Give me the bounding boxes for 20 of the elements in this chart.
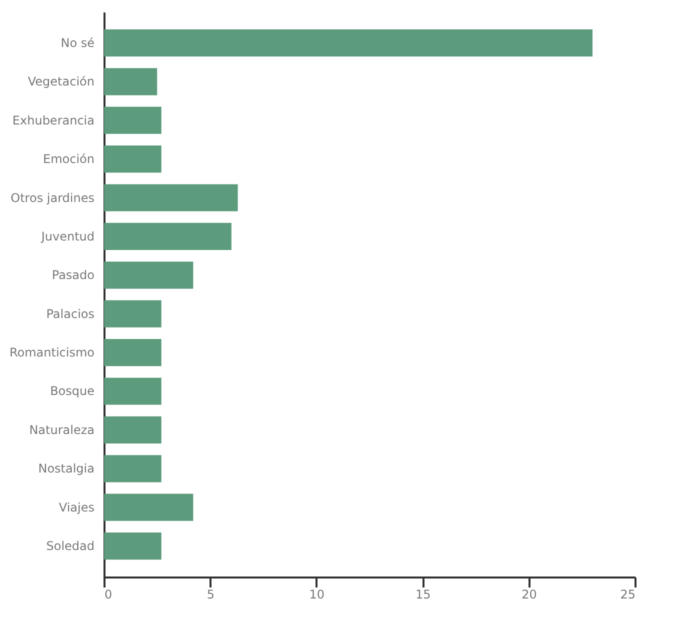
y-tick-label: Romanticismo <box>9 346 94 360</box>
x-tick-label: 10 <box>309 588 325 602</box>
x-tick-label: 5 <box>206 588 215 602</box>
y-tick-label: Vegetación <box>28 74 94 89</box>
y-tick-label: Pasado <box>52 268 94 282</box>
y-tick-label: Soledad <box>46 539 94 554</box>
y-tick-label: Juventud <box>40 229 94 244</box>
y-tick-label: Otros jardines <box>10 190 94 205</box>
y-tick-label: Exhuberancia <box>12 113 94 128</box>
y-tick-label: Bosque <box>50 384 94 398</box>
y-tick-label: Emoción <box>43 152 94 166</box>
y-tick-label: Palacios <box>46 306 94 321</box>
y-tick-label: No sé <box>60 36 94 50</box>
y-tick-label: Viajes <box>58 500 94 514</box>
y-tick-label: Nostalgia <box>38 462 94 476</box>
x-tick-label: 20 <box>522 588 537 602</box>
x-tick-label: 15 <box>415 588 431 602</box>
x-tick-label: 25 <box>620 588 636 602</box>
x-tick-label: 0 <box>104 588 112 602</box>
y-tick-label: Naturaleza <box>29 422 94 437</box>
